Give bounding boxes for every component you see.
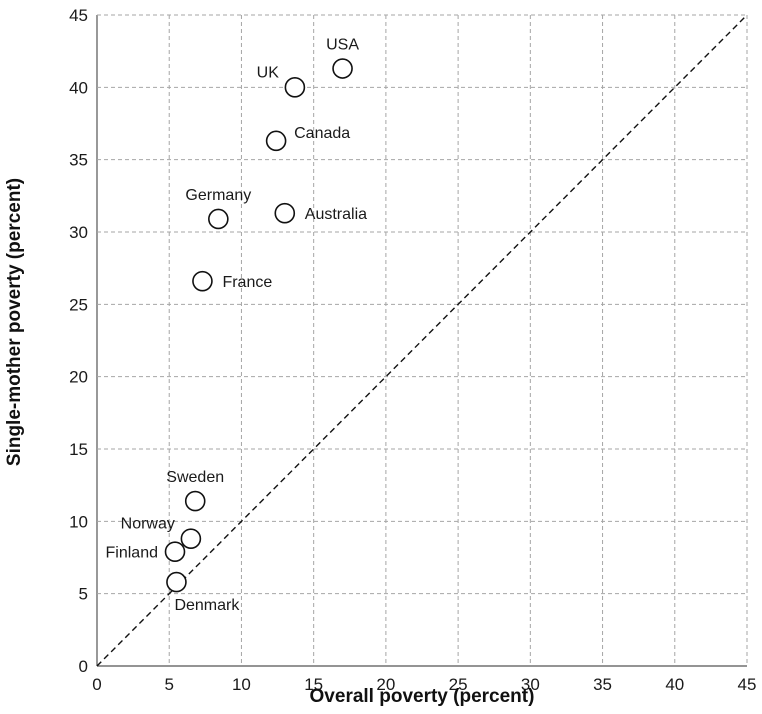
y-tick-label: 20 — [69, 368, 88, 387]
data-point — [332, 58, 353, 79]
y-tick-label: 10 — [69, 512, 88, 531]
x-tick-label: 20 — [376, 675, 395, 694]
y-tick-label: 40 — [69, 78, 88, 97]
x-axis-title: Overall poverty (percent) — [310, 686, 535, 707]
point-label: Canada — [294, 125, 350, 142]
y-tick-label: 25 — [69, 295, 88, 314]
point-label: Sweden — [166, 469, 224, 486]
y-tick-label: 5 — [79, 585, 88, 604]
y-axis-title: Single-mother poverty (percent) — [4, 178, 25, 466]
data-point — [192, 270, 213, 292]
data-point — [164, 541, 186, 563]
point-label: Australia — [305, 206, 367, 223]
x-tick-label: 40 — [665, 675, 684, 694]
reference-line-group — [96, 14, 748, 667]
x-tick-label: 35 — [593, 675, 612, 694]
y-tick-label: 0 — [79, 657, 88, 676]
point-label: Denmark — [174, 597, 240, 614]
x-tick-label: 5 — [164, 675, 173, 694]
point-label: Norway — [121, 516, 175, 533]
x-tick-label: 45 — [738, 675, 757, 694]
point-label: UK — [257, 64, 280, 81]
y-tick-label: 15 — [69, 440, 88, 459]
data-point — [274, 202, 296, 224]
y-tick-label: 30 — [69, 223, 88, 242]
data-point — [180, 528, 202, 549]
point-label: Finland — [106, 545, 158, 562]
data-point — [284, 77, 306, 98]
tick-labels: 0 5 10 15 20 25 30 35 40 45 0 5 10 15 20 25 30 35 40 45 — [69, 6, 756, 694]
grid-lines — [96, 14, 748, 667]
point-label: France — [222, 274, 272, 291]
x-tick-label: 30 — [521, 675, 540, 694]
data-points: USA UK Canada Germany Australia France Sweden N… — [106, 37, 368, 615]
data-point — [184, 490, 206, 512]
data-point — [166, 571, 187, 593]
x-tick-label: 10 — [232, 675, 251, 694]
x-tick-label: 25 — [449, 675, 468, 694]
data-point — [208, 208, 229, 230]
y-tick-label: 35 — [69, 151, 88, 170]
reference-line — [96, 14, 748, 667]
point-label: Germany — [185, 187, 251, 204]
y-tick-label: 45 — [69, 6, 88, 25]
x-tick-label: 0 — [92, 675, 101, 694]
data-point — [265, 130, 287, 152]
point-label: USA — [326, 37, 359, 54]
x-tick-label: 15 — [304, 675, 323, 694]
